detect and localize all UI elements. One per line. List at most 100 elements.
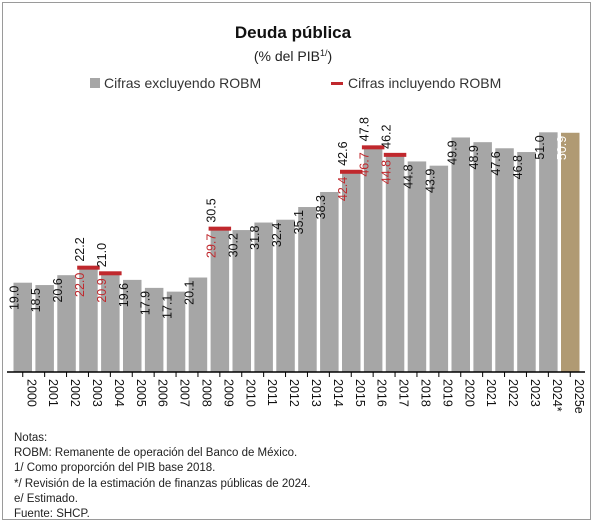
tick-label-2012: 2012 [287, 379, 301, 407]
value-label-2008: 20.1 [182, 280, 196, 304]
bar-2004 [101, 273, 120, 372]
tick-label-2017: 2017 [397, 379, 411, 407]
tick-label-2014: 2014 [331, 379, 345, 407]
robm-label-2009: 29.7 [204, 234, 218, 258]
note-estimado: e/ Estimado. [14, 492, 78, 505]
robm-marker-2016 [361, 145, 385, 150]
tick-label-2010: 2010 [243, 379, 257, 407]
robm-label-2015: 42.4 [336, 177, 350, 201]
robm-label-2004: 20.9 [95, 278, 109, 302]
bar-2011 [254, 222, 273, 372]
robm-marker-2017 [383, 152, 407, 157]
legend-swatch-incluyendo [331, 82, 343, 85]
bar-2019 [429, 165, 449, 372]
value-label-2012: 32.4 [270, 223, 284, 247]
bar-2017 [385, 154, 405, 372]
value-label-2000: 19.0 [7, 286, 21, 310]
robm-marker-2003 [77, 265, 100, 270]
tick-label-2015: 2015 [353, 379, 367, 407]
bar-2013 [298, 207, 317, 372]
tick-label-2005: 2005 [134, 379, 148, 407]
value-label-2007: 17.1 [161, 295, 175, 319]
value-label-2003: 22.2 [73, 237, 87, 261]
value-label-2015: 42.6 [336, 141, 350, 165]
tick-label-2016: 2016 [375, 379, 389, 407]
value-label-2023: 46.8 [511, 155, 525, 179]
value-label-2004: 21.0 [95, 243, 109, 267]
robm-markers-group [77, 145, 407, 276]
bar-2023 [517, 152, 536, 372]
value-label-2024: 51.0 [533, 135, 547, 159]
tick-label-2007: 2007 [178, 379, 192, 407]
bar-2002 [57, 275, 76, 372]
tick-label-2006: 2006 [156, 379, 170, 407]
tick-label-2009: 2009 [221, 379, 235, 407]
bar-2009 [210, 228, 230, 372]
tick-label-2019: 2019 [440, 379, 454, 407]
value-label-2006: 17.9 [139, 291, 153, 315]
bar-2025e [561, 132, 580, 372]
value-label-2001: 18.5 [29, 288, 43, 312]
bars-group [13, 132, 580, 372]
value-label-2011: 31.8 [248, 226, 262, 250]
bar-2008 [188, 277, 208, 372]
tick-label-2022: 2022 [506, 379, 520, 407]
tick-label-2013: 2013 [309, 379, 323, 407]
tick-label-2025e: 2025e [572, 379, 586, 414]
value-label-2017: 46.2 [380, 124, 394, 148]
legend-label-excluyendo: Cifras excluyendo ROBM [104, 75, 261, 91]
value-label-2002: 20.6 [51, 278, 65, 302]
x-axis-ticks-group: 2000 2001 2002 2003 2004 2005 2006 2007 2008 2009… [22, 372, 586, 414]
chart-frame: Deuda pública (% del PIB1/) Cifras exclu… [2, 2, 591, 520]
robm-marker-2015 [340, 169, 363, 174]
tick-label-2018: 2018 [418, 379, 432, 407]
tick-label-2002: 2002 [68, 379, 82, 407]
notes: Notas: ROBM: Remanente de operación del … [14, 431, 574, 522]
tick-label-2008: 2008 [199, 379, 213, 407]
robm-label-2017: 44.8 [380, 160, 394, 184]
bar-2006 [144, 287, 164, 372]
value-label-2021: 48.9 [467, 145, 481, 169]
robm-marker-2009 [208, 226, 232, 231]
chart: Deuda pública (% del PIB1/) Cifras exclu… [7, 23, 586, 414]
note-robm: ROBM: Remanente de operación del Banco d… [14, 447, 298, 460]
value-label-2025e: 50.9 [555, 136, 569, 160]
robm-label-2016: 46.7 [358, 152, 372, 176]
tick-label-2011: 2011 [265, 379, 279, 406]
bar-2000 [13, 282, 32, 372]
tick-label-2021: 2021 [484, 379, 498, 407]
bar-2016 [363, 147, 383, 372]
value-label-2016: 47.8 [358, 117, 372, 141]
value-label-2020: 49.9 [445, 140, 459, 164]
tick-label-2000: 2000 [24, 379, 38, 407]
bar-2021 [473, 142, 492, 372]
tick-label-2020: 2020 [462, 379, 476, 407]
legend-swatch-excluyendo [90, 78, 100, 88]
tick-label-2024: 2024* [550, 379, 564, 412]
bar-2001 [35, 285, 54, 372]
bar-2022 [495, 148, 514, 372]
value-label-2005: 19.6 [117, 283, 131, 307]
legend-label-incluyendo: Cifras incluyendo ROBM [348, 75, 501, 91]
robm-marker-2004 [99, 271, 122, 276]
value-label-2018: 44.8 [401, 164, 415, 188]
bar-2003 [79, 267, 98, 372]
value-label-2009: 30.5 [204, 198, 218, 222]
value-label-2010: 30.2 [226, 233, 240, 257]
tick-label-2023: 2023 [528, 379, 542, 407]
bar-2024 [539, 132, 558, 372]
value-labels-group: 19.0 18.5 20.6 22.2 22.0 21.0 20.9 19.6 17.9 17.1… [7, 117, 569, 319]
bar-2014 [320, 191, 339, 372]
robm-label-2003: 22.0 [73, 273, 87, 297]
value-label-2014: 38.3 [314, 195, 328, 219]
note-revision: */ Revisión de la estimación de finanzas… [14, 477, 311, 490]
bar-2015 [342, 171, 361, 372]
note-pib: 1/ Como proporción del PIB base 2018. [14, 462, 216, 475]
tick-label-2003: 2003 [90, 379, 104, 407]
bar-2020 [451, 137, 470, 372]
tick-label-2001: 2001 [46, 379, 60, 407]
tick-label-2004: 2004 [112, 379, 126, 407]
chart-subtitle: (% del PIB1/) [254, 48, 332, 64]
notes-heading: Notas: [14, 432, 48, 444]
value-label-2013: 35.1 [292, 210, 306, 234]
